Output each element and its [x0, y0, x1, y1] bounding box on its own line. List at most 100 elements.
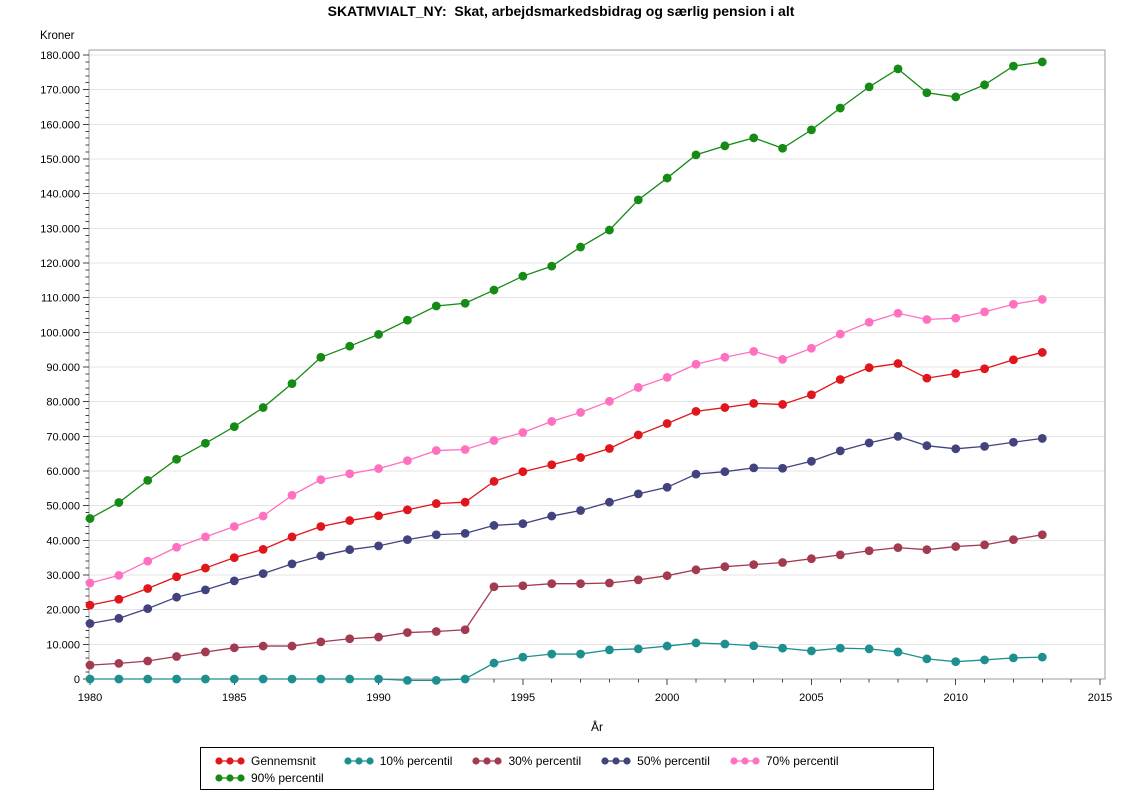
data-point: [835, 446, 845, 456]
data-point: [980, 307, 989, 317]
y-tick-label: 60.000: [46, 466, 80, 478]
data-point: [287, 674, 297, 684]
data-point: [172, 674, 181, 684]
data-point: [1037, 348, 1047, 357]
data-point: [633, 430, 643, 440]
legend-label: 50% percentil: [637, 753, 710, 768]
legend-entry-70-percentil: 70% percentil: [730, 752, 839, 769]
data-point: [835, 329, 845, 339]
data-point: [374, 330, 383, 339]
data-point: [807, 343, 816, 353]
data-point: [691, 150, 701, 160]
data-point: [403, 456, 412, 465]
data-point: [835, 103, 845, 113]
data-point: [864, 438, 874, 448]
series-90-percentil: [85, 57, 1047, 523]
data-point: [547, 460, 557, 470]
data-point: [835, 550, 845, 560]
data-point: [951, 369, 961, 378]
data-point: [345, 516, 355, 525]
data-point: [258, 641, 268, 651]
data-point: [1009, 61, 1018, 71]
data-point: [229, 553, 239, 563]
legend-entry-90-percentil: 90% percentil: [215, 769, 324, 786]
data-point: [431, 301, 441, 311]
y-tick-label: 140.000: [40, 189, 80, 201]
data-point: [720, 639, 730, 649]
data-point: [114, 613, 124, 623]
data-point: [807, 390, 816, 400]
data-point: [980, 364, 989, 374]
data-point: [374, 511, 383, 521]
data-point: [778, 643, 787, 653]
x-tick-label: 1995: [511, 692, 535, 704]
data-point: [633, 195, 643, 205]
legend-entry-gennemsnit: Gennemsnit: [215, 752, 324, 769]
data-point: [403, 675, 412, 685]
legend-line-marker-icon: [215, 756, 245, 765]
legend-label: 70% percentil: [765, 753, 839, 768]
data-point: [633, 383, 643, 392]
data-point: [547, 417, 557, 426]
data-point: [143, 674, 153, 684]
data-point: [460, 625, 470, 635]
data-point: [114, 674, 124, 684]
y-tick-label: 40.000: [46, 535, 80, 547]
data-point: [1037, 57, 1047, 67]
x-tick-label: 1985: [222, 692, 246, 704]
data-point: [576, 649, 585, 659]
legend-line-marker-icon: [215, 773, 245, 782]
data-point: [403, 505, 412, 515]
data-point: [85, 600, 95, 610]
legend-label: Gennemsnit: [251, 753, 316, 768]
data-point: [1009, 355, 1018, 365]
data-point: [172, 572, 181, 582]
y-tick-label: 180.000: [40, 50, 80, 62]
legend: Gennemsnit 10% percentil 30% percentil 50% …: [200, 747, 934, 790]
data-point: [1037, 434, 1047, 443]
y-tick-label: 70.000: [46, 431, 80, 443]
data-point: [114, 659, 124, 668]
data-point: [287, 379, 297, 389]
data-point: [720, 562, 730, 572]
data-point: [85, 514, 95, 523]
data-point: [1009, 437, 1018, 447]
x-tick-label: 1980: [78, 692, 102, 704]
data-point: [518, 467, 528, 477]
data-point: [287, 532, 297, 542]
data-point: [431, 499, 441, 508]
y-tick-label: 100.000: [40, 327, 80, 339]
data-point: [922, 88, 932, 98]
data-point: [431, 530, 441, 540]
series-50-percentil: [85, 431, 1047, 628]
data-point: [576, 408, 585, 417]
data-point: [576, 453, 585, 462]
data-point: [893, 431, 903, 441]
data-point: [1037, 530, 1047, 540]
data-point: [403, 628, 412, 637]
data-point: [633, 575, 643, 585]
data-point: [662, 571, 672, 581]
data-point: [691, 638, 701, 648]
data-point: [489, 477, 499, 486]
legend-line-marker-icon: [344, 756, 374, 765]
data-point: [229, 643, 239, 653]
data-point: [662, 419, 672, 428]
data-point: [662, 482, 672, 492]
data-point: [374, 464, 383, 473]
data-point: [951, 542, 961, 551]
data-point: [605, 645, 614, 655]
x-tick-label: 2005: [799, 692, 823, 704]
data-point: [893, 543, 903, 553]
data-point: [489, 658, 499, 668]
y-tick-label: 50.000: [46, 501, 80, 513]
data-point: [605, 396, 614, 406]
series-30-percentil: [85, 530, 1047, 670]
data-point: [143, 656, 153, 666]
data-point: [547, 261, 557, 271]
data-point: [229, 522, 239, 531]
data-point: [547, 649, 557, 659]
data-point: [778, 143, 787, 153]
